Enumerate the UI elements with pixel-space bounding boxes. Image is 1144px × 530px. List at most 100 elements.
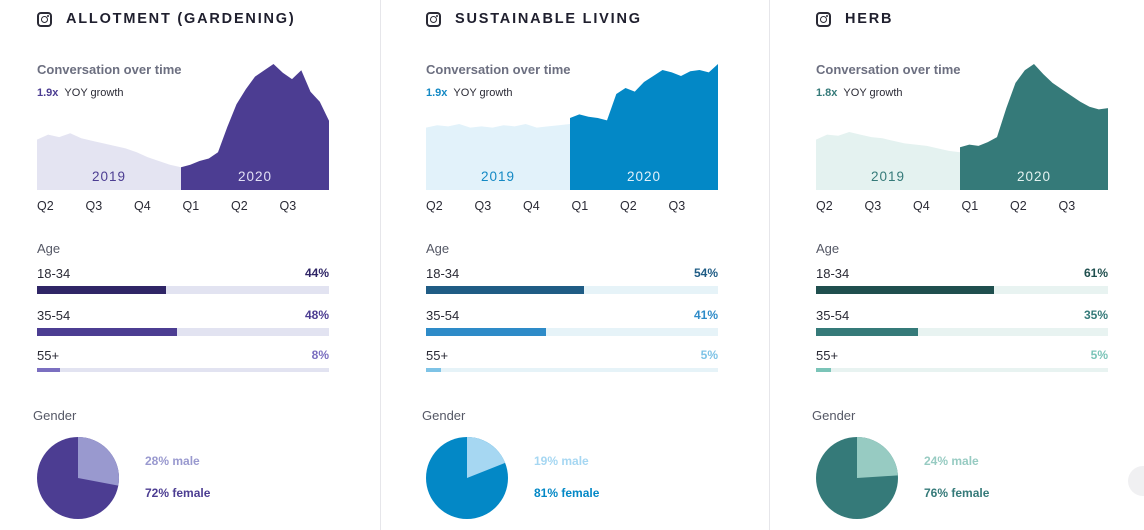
gender-title: Gender	[812, 408, 856, 423]
male-label: 19% male	[534, 454, 589, 468]
panel-title: HERB	[816, 11, 893, 27]
age-row: 18-34 61%	[816, 266, 1108, 296]
age-title: Age	[426, 241, 450, 256]
age-bar-fill	[37, 286, 166, 294]
age-bar-track	[816, 286, 1108, 294]
instagram-icon	[426, 11, 441, 27]
age-percent: 41%	[693, 308, 718, 322]
pie-slice-male	[467, 437, 506, 478]
age-label: 55+	[37, 348, 60, 363]
topic-title: ALLOTMENT (GARDENING)	[66, 11, 296, 27]
chart-title: Conversation over time	[426, 62, 571, 77]
area-2019	[816, 132, 960, 190]
age-label: 18-34	[37, 266, 71, 281]
age-percent: 48%	[304, 308, 329, 322]
age-percent: 5%	[700, 348, 718, 362]
age-percent: 54%	[693, 266, 718, 280]
panel-divider	[380, 0, 381, 530]
age-bar-track	[37, 328, 329, 336]
topic-panel: SUSTAINABLE LIVING Conversation over tim…	[422, 0, 766, 530]
age-bar-fill	[426, 328, 546, 336]
age-label: 18-34	[426, 266, 460, 281]
period-label: 2020	[1017, 169, 1051, 184]
panel-title: ALLOTMENT (GARDENING)	[37, 11, 296, 27]
age-label: 55+	[816, 348, 839, 363]
age-bar-fill	[37, 328, 178, 336]
conversation-area-chart: 2019 2020	[816, 64, 1108, 190]
chart-title: Conversation over time	[816, 62, 961, 77]
panel-divider	[769, 0, 770, 530]
age-label: 35-54	[37, 308, 71, 323]
yoy-growth: 1.9x YOY growth	[37, 87, 124, 99]
pie-slice-male	[857, 437, 898, 478]
yoy-growth: 1.9x YOY growth	[426, 87, 513, 99]
male-label: 28% male	[145, 454, 200, 468]
age-bar-fill	[816, 328, 919, 336]
area-2020	[960, 64, 1108, 190]
quarter-tick: Q3	[279, 199, 297, 213]
quarter-tick: Q2	[620, 199, 637, 213]
chart-title: Conversation over time	[37, 62, 182, 77]
topic-panel: ALLOTMENT (GARDENING) Conversation over …	[33, 0, 377, 530]
quarter-tick: Q3	[474, 199, 492, 213]
yoy-label: YOY growth	[453, 87, 513, 99]
quarter-tick: Q2	[816, 199, 833, 213]
quarter-tick: Q4	[913, 199, 930, 213]
age-bar-track	[426, 328, 718, 336]
age-bar-fill	[816, 286, 995, 294]
instagram-icon	[816, 11, 831, 27]
female-label: 76% female	[924, 486, 990, 500]
age-row: 35-54 48%	[37, 308, 329, 338]
age-bar-track	[816, 328, 1108, 336]
quarter-tick: Q4	[523, 199, 540, 213]
quarter-tick: Q2	[37, 199, 54, 213]
gender-pie-chart	[426, 437, 508, 519]
period-label: 2020	[238, 169, 272, 184]
quarter-tick: Q3	[864, 199, 882, 213]
quarter-tick: Q3	[668, 199, 686, 213]
age-percent: 44%	[304, 266, 329, 280]
age-row: 35-54 35%	[816, 308, 1108, 338]
age-row: 18-34 44%	[37, 266, 329, 296]
panel-title: SUSTAINABLE LIVING	[426, 11, 642, 27]
topic-title: HERB	[845, 11, 894, 27]
female-label: 81% female	[534, 486, 600, 500]
age-percent: 35%	[1083, 308, 1108, 322]
yoy-multiplier: 1.9x	[37, 87, 59, 99]
area-2019	[426, 124, 570, 190]
age-label: 55+	[426, 348, 449, 363]
quarter-tick: Q3	[1058, 199, 1076, 213]
age-percent: 5%	[1090, 348, 1108, 362]
scroll-fade	[37, 372, 357, 382]
gender-title: Gender	[33, 408, 77, 423]
age-label: 18-34	[816, 266, 850, 281]
conversation-area-chart: 2019 2020	[426, 64, 718, 190]
period-label: 2019	[871, 169, 905, 184]
male-label: 24% male	[924, 454, 979, 468]
scroll-fade	[426, 372, 746, 382]
period-label: 2020	[627, 169, 661, 184]
age-bar-track	[426, 286, 718, 294]
gender-pie-chart	[816, 437, 898, 519]
yoy-growth: 1.8x YOY growth	[816, 87, 903, 99]
age-row: 35-54 41%	[426, 308, 718, 338]
age-percent: 8%	[311, 348, 329, 362]
quarter-tick: Q1	[571, 199, 589, 213]
topic-title: SUSTAINABLE LIVING	[455, 11, 642, 27]
quarter-tick: Q2	[1010, 199, 1027, 213]
quarter-tick: Q3	[85, 199, 103, 213]
area-2020	[181, 64, 329, 190]
quarter-tick: Q2	[426, 199, 443, 213]
age-label: 35-54	[426, 308, 460, 323]
age-label: 35-54	[816, 308, 850, 323]
quarter-tick: Q2	[231, 199, 248, 213]
instagram-icon	[37, 11, 52, 27]
next-arrow-button[interactable]	[1128, 466, 1144, 496]
age-bar-track	[37, 286, 329, 294]
topic-panel: HERB Conversation over time 1.8x YOY grow…	[812, 0, 1144, 530]
area-2020	[570, 64, 718, 190]
yoy-label: YOY growth	[64, 87, 124, 99]
yoy-multiplier: 1.8x	[816, 87, 838, 99]
conversation-area-chart: 2019 2020	[37, 64, 329, 190]
age-percent: 61%	[1083, 266, 1108, 280]
